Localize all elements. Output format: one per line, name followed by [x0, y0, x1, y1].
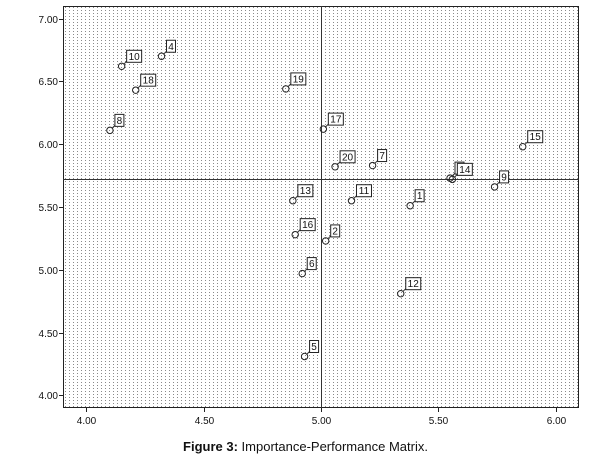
point-marker	[347, 197, 356, 205]
data-point-17: 17	[319, 112, 344, 133]
y-tick-label: 5.50	[39, 203, 59, 214]
data-point-8: 8	[106, 113, 125, 135]
caption-text: Importance-Performance Matrix.	[237, 439, 428, 454]
point-label-box	[527, 130, 544, 144]
point-label: 9	[501, 172, 507, 183]
point-label-box	[140, 73, 157, 87]
data-point-15: 15	[519, 130, 544, 151]
x-tick-label: 4.00	[77, 416, 97, 427]
data-point-5: 5	[300, 339, 320, 361]
point-label: 18	[143, 76, 155, 87]
point-marker	[448, 175, 457, 184]
point-label-box	[166, 39, 177, 53]
x-tick-label: 5.00	[312, 416, 332, 427]
point-marker	[321, 237, 330, 245]
point-marker	[157, 52, 166, 60]
figure-caption: Figure 3: Importance-Performance Matrix.	[0, 439, 611, 454]
y-tick-label: 6.00	[39, 140, 59, 151]
caption-label: Figure 3:	[183, 439, 238, 454]
point-label-box	[297, 184, 314, 198]
point-label: 1	[417, 191, 423, 202]
point-label: 10	[129, 52, 141, 63]
point-label: 20	[342, 152, 354, 163]
data-point-6: 6	[298, 257, 317, 278]
point-label: 17	[330, 115, 342, 126]
data-point-7: 7	[368, 149, 388, 170]
x-tick-label: 4.50	[195, 416, 215, 427]
point-label-box	[377, 149, 388, 163]
data-point-13: 13	[289, 184, 314, 205]
data-point-20: 20	[331, 150, 356, 171]
data-points: 1234567891011121314151617181920	[106, 39, 544, 361]
reference-lines	[63, 6, 579, 408]
data-point-18: 18	[132, 73, 157, 94]
point-label: 16	[302, 220, 314, 231]
point-marker	[289, 197, 297, 205]
point-label-box	[405, 277, 422, 291]
data-point-4: 4	[157, 39, 177, 60]
point-marker	[300, 352, 309, 361]
point-marker	[406, 202, 414, 210]
point-marker	[106, 126, 114, 135]
y-tick-label: 4.00	[39, 391, 59, 402]
data-point-1: 1	[406, 189, 425, 210]
point-marker	[490, 183, 499, 191]
importance-performance-chart: 4.00 4.50 5.00 5.50 6.00 4.00 4.50 5.00 5.50 6.00…	[39, 6, 579, 427]
point-label-box	[299, 218, 316, 232]
point-label-box	[339, 150, 356, 164]
data-point-2: 2	[321, 224, 341, 245]
axes: 4.00 4.50 5.00 5.50 6.00 4.00 4.50 5.00 5.50 6.00…	[39, 6, 579, 427]
point-label-box	[309, 339, 320, 353]
y-tick-label: 7.00	[39, 15, 59, 26]
point-marker	[282, 85, 290, 93]
point-marker	[368, 161, 377, 170]
data-point-16: 16	[291, 218, 316, 239]
point-label: 4	[168, 42, 174, 53]
point-marker	[298, 269, 306, 278]
point-label: 5	[311, 342, 317, 353]
point-label-box	[126, 49, 143, 63]
data-point-12: 12	[397, 277, 422, 298]
point-label: 19	[293, 74, 305, 85]
point-label-box	[355, 184, 372, 198]
point-label-box	[414, 189, 425, 203]
x-tick-label: 5.50	[429, 416, 449, 427]
data-point-11: 11	[347, 184, 372, 205]
point-label-box	[327, 112, 344, 126]
data-point-10: 10	[117, 49, 143, 71]
point-label: 13	[300, 186, 312, 197]
point-label: 6	[309, 259, 315, 270]
point-marker	[132, 86, 140, 94]
point-label-box	[114, 113, 125, 127]
point-marker	[291, 230, 299, 239]
point-label: 7	[379, 151, 385, 162]
y-tick-label: 4.50	[39, 329, 59, 340]
point-label-box	[499, 170, 510, 184]
point-label: 14	[459, 165, 471, 176]
point-label-box	[290, 72, 307, 86]
point-marker	[117, 62, 126, 71]
point-label: 11	[359, 186, 370, 197]
y-tick-label: 5.00	[39, 266, 59, 277]
data-point-14: 14	[448, 162, 473, 184]
point-marker	[397, 289, 405, 298]
data-point-9: 9	[490, 170, 510, 191]
point-label: 8	[117, 116, 123, 127]
point-marker	[519, 143, 527, 151]
point-label: 12	[408, 279, 420, 290]
point-label-box	[306, 257, 317, 271]
y-tick-label: 6.50	[39, 77, 59, 88]
x-tick-label: 6.00	[547, 416, 567, 427]
point-marker	[331, 163, 339, 171]
point-label-box	[456, 162, 473, 176]
point-marker	[319, 125, 328, 133]
point-label-box	[330, 224, 341, 238]
point-label: 2	[332, 226, 338, 237]
point-label: 15	[530, 132, 542, 143]
data-point-19: 19	[282, 72, 307, 93]
